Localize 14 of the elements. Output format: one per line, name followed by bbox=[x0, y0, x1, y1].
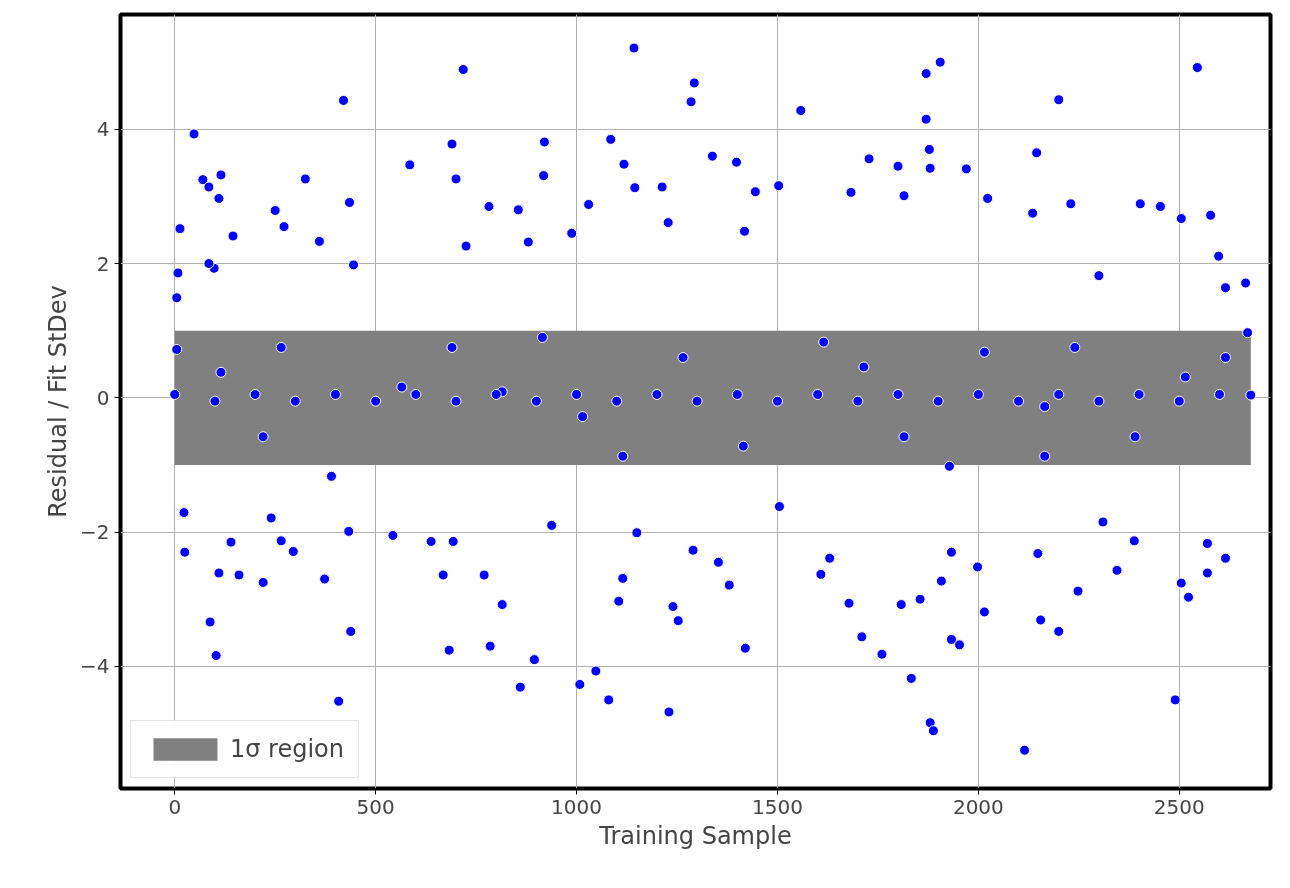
x-tick-label: 0 bbox=[168, 794, 182, 819]
x-tick-label: 1500 bbox=[752, 794, 803, 819]
y-tick-label: 0 bbox=[96, 385, 110, 410]
y-tick-label: 4 bbox=[96, 117, 110, 142]
x-tick-label: 500 bbox=[356, 794, 395, 819]
x-tick-label: 1000 bbox=[551, 794, 603, 819]
y-tick-label: −4 bbox=[80, 654, 110, 679]
y-axis-title: Residual / Fit StDev bbox=[44, 285, 73, 518]
x-tick-label: 2500 bbox=[1153, 794, 1205, 819]
y-tick-label: 2 bbox=[96, 251, 110, 276]
x-tick-label: 2000 bbox=[952, 794, 1004, 819]
legend-label: 1σ region bbox=[230, 735, 345, 763]
y-tick-label: −2 bbox=[80, 520, 110, 545]
x-axis-title: Training Sample bbox=[598, 821, 792, 850]
